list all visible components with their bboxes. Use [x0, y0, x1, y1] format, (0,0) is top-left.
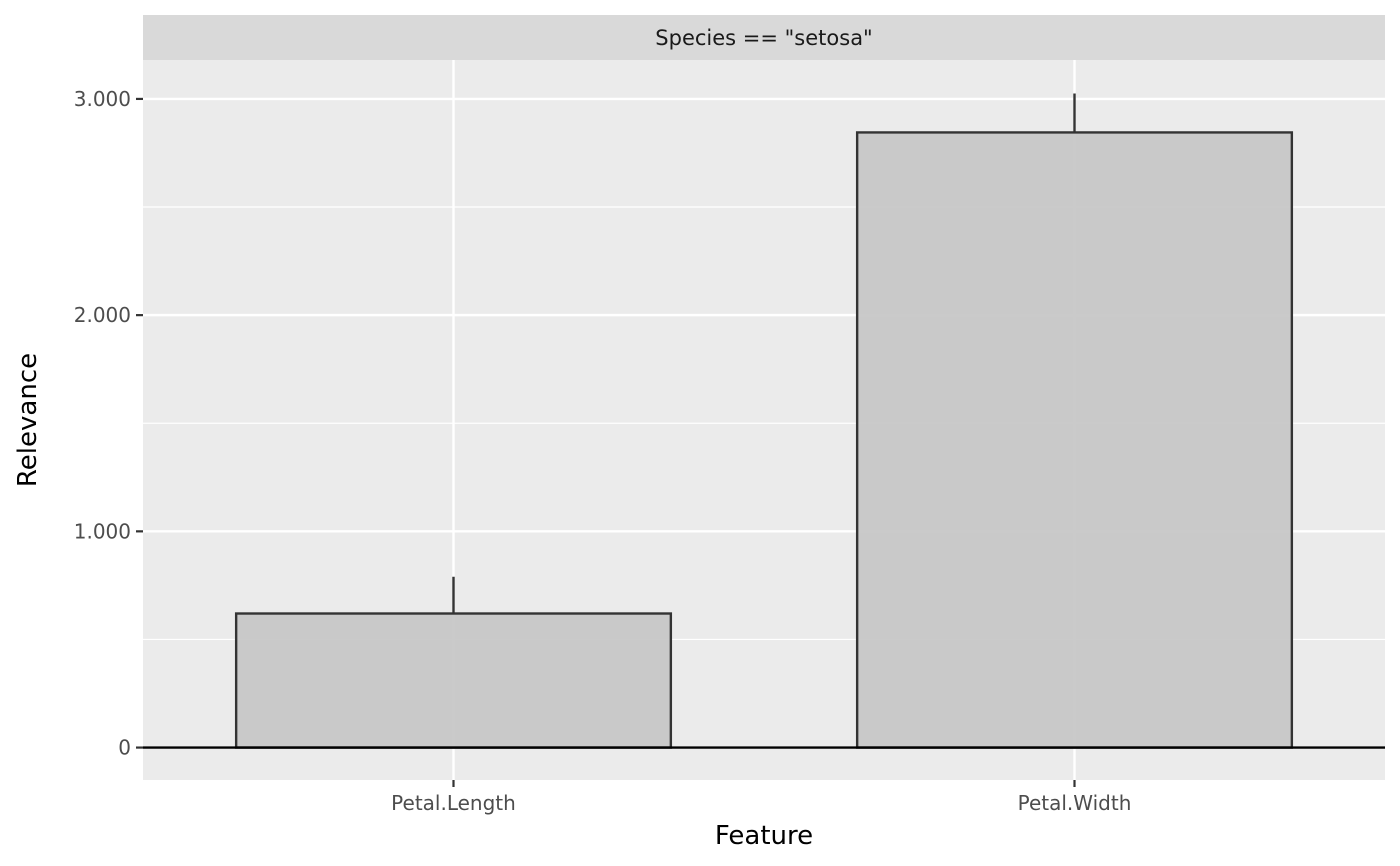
bar: [855, 131, 1294, 749]
bar: [234, 612, 673, 749]
bars: [234, 93, 1294, 749]
x-tick-label: Petal.Length: [391, 791, 516, 815]
facet-strip: [143, 15, 1385, 60]
x-axis-title: Feature: [715, 821, 813, 851]
facet-label: Species == "setosa": [655, 26, 872, 50]
y-tick-label: 2.000: [74, 303, 131, 327]
y-axis: 0 1.000 2.000 3.000: [74, 87, 143, 760]
x-axis: Petal.Length Petal.Width: [391, 780, 1131, 815]
y-tick-label: 0: [118, 736, 131, 760]
y-tick-label: 3.000: [74, 87, 131, 111]
x-tick-label: Petal.Width: [1018, 791, 1132, 815]
y-axis-title: Relevance: [13, 353, 43, 487]
y-tick-label: 1.000: [74, 519, 131, 543]
